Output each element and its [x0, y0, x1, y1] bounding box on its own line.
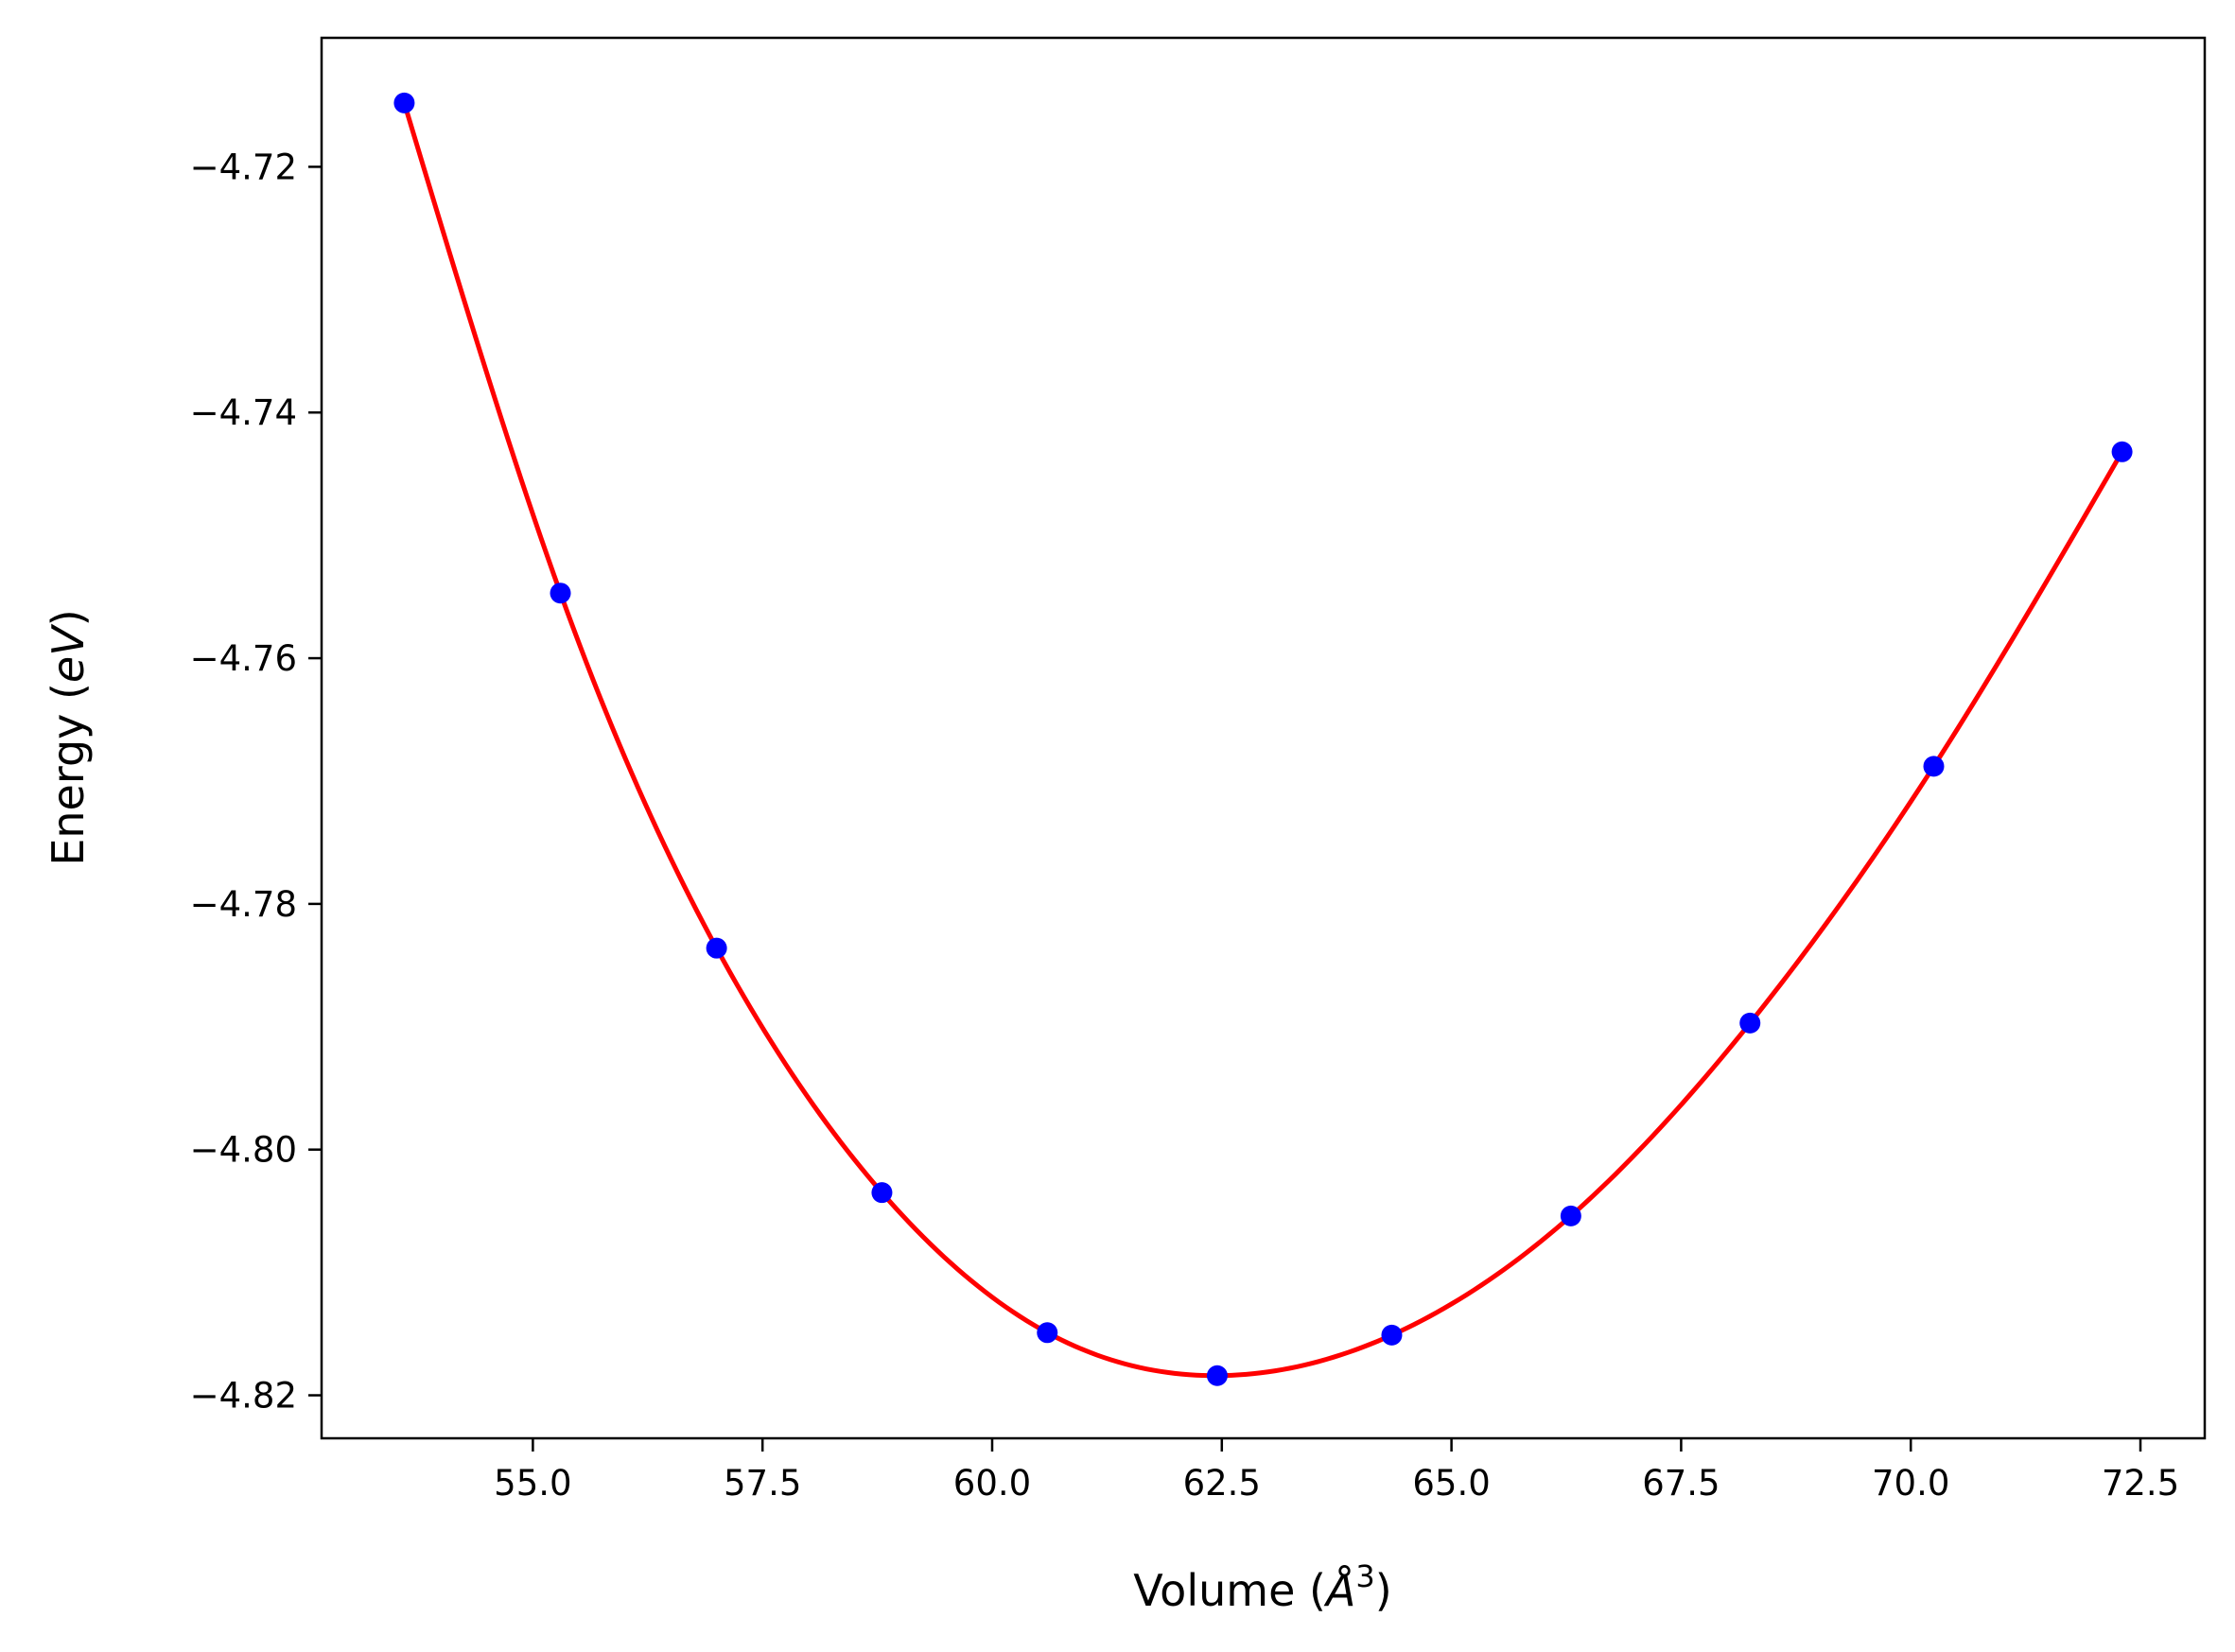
data-point — [1923, 756, 1945, 777]
x-tick-label: 55.0 — [494, 1463, 571, 1504]
data-point — [1206, 1365, 1228, 1386]
y-tick-label: −4.76 — [190, 638, 297, 679]
y-tick-label: −4.82 — [190, 1376, 297, 1417]
data-point — [2111, 441, 2133, 462]
plot-area — [393, 92, 2133, 1386]
axes-frame — [320, 36, 2207, 1440]
x-tick-label: 67.5 — [1642, 1463, 1720, 1504]
data-point — [550, 583, 571, 604]
data-point — [393, 92, 415, 113]
data-point — [1739, 1012, 1761, 1034]
x-axis-label: Volume (Å3) — [1133, 1558, 1391, 1616]
data-point — [706, 937, 727, 959]
x-tick-label: 65.0 — [1412, 1463, 1490, 1504]
x-tick-label: 62.5 — [1183, 1463, 1261, 1504]
x-tick-label: 72.5 — [2102, 1463, 2179, 1504]
y-axis-label: Energy (eV) — [43, 609, 94, 865]
x-tick-label: 60.0 — [953, 1463, 1031, 1504]
data-point — [1037, 1322, 1058, 1344]
x-tick-label: 57.5 — [724, 1463, 801, 1504]
y-tick-label: −4.80 — [190, 1130, 297, 1171]
data-point — [871, 1182, 893, 1204]
data-point — [1381, 1324, 1403, 1346]
y-tick-label: −4.74 — [190, 392, 297, 433]
data-point — [1560, 1205, 1581, 1226]
x-axis: 55.0 57.5 60.0 62.5 65.0 67.5 70.0 72.5 — [494, 1438, 2179, 1504]
y-axis: −4.72 −4.74 −4.76 −4.78 −4.80 −4.82 — [190, 147, 322, 1417]
y-tick-label: −4.72 — [190, 147, 297, 187]
x-tick-label: 70.0 — [1872, 1463, 1949, 1504]
y-tick-label: −4.78 — [190, 884, 297, 925]
